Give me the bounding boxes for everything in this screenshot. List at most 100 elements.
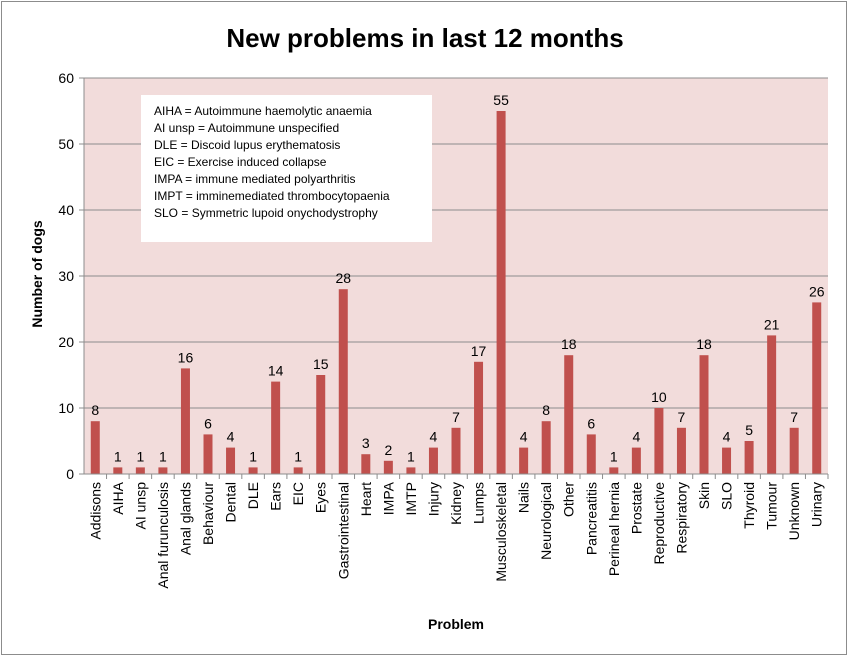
data-label: 18: [696, 336, 712, 352]
bar: [180, 368, 190, 474]
bar: [383, 460, 393, 474]
data-label: 55: [493, 92, 509, 108]
bar: [541, 421, 551, 474]
data-label: 2: [384, 442, 392, 458]
data-label: 1: [249, 448, 257, 464]
x-category-label: Kidney: [448, 482, 464, 525]
bars: [90, 111, 822, 474]
data-label: 1: [294, 448, 302, 464]
bar: [113, 467, 123, 474]
data-label: 16: [178, 349, 194, 365]
x-category-label: Respiratory: [673, 482, 689, 554]
y-tick-label: 40: [58, 202, 74, 218]
data-label: 1: [610, 448, 618, 464]
x-category-label: IMPA: [380, 481, 396, 515]
bar: [496, 111, 506, 474]
abbreviation-key-background: [141, 95, 432, 242]
bar: [767, 335, 777, 474]
bar: [654, 408, 664, 474]
data-label: 1: [407, 448, 415, 464]
bar: [158, 467, 168, 474]
data-label: 4: [723, 429, 731, 445]
abbreviation-key-line: AI unsp = Autoimmune unspecified: [154, 121, 339, 135]
x-category-label: DLE: [245, 482, 261, 509]
bar: [226, 447, 236, 474]
x-category-label: Gastrointestinal: [335, 482, 351, 579]
bar: [474, 361, 484, 474]
bar: [812, 302, 822, 474]
abbreviation-key-line: IMPT = imminemediated thrombocytopaenia: [154, 189, 390, 203]
x-category-label: SLO: [719, 482, 735, 510]
bar: [631, 447, 641, 474]
x-category-label: Nails: [516, 482, 532, 513]
data-label: 4: [632, 429, 640, 445]
x-category-label: Prostate: [628, 482, 644, 534]
x-category-label: Neurological: [538, 482, 554, 560]
data-label: 26: [809, 283, 825, 299]
bar: [744, 441, 754, 474]
bar: [564, 355, 574, 474]
bar: [609, 467, 619, 474]
x-axis-categories: Addisons AIHA AI unsp Anal furunculosis Anal…: [87, 474, 829, 589]
y-axis-title: Number of dogs: [29, 220, 45, 328]
x-category-label: Musculoskeletal: [493, 482, 509, 582]
x-category-label: IMTP: [403, 482, 419, 515]
x-category-label: Reproductive: [651, 482, 667, 565]
data-label: 15: [313, 356, 329, 372]
bar: [338, 289, 348, 474]
bar: [293, 467, 303, 474]
data-label: 21: [764, 316, 780, 332]
x-category-label: Lumps: [471, 482, 487, 524]
bar: [722, 447, 732, 474]
x-category-label: Dental: [223, 482, 239, 522]
abbreviation-key-line: AIHA = Autoimmune haemolytic anaemia: [154, 104, 372, 118]
x-category-label: Other: [561, 482, 577, 517]
y-tick-label: 30: [58, 268, 74, 284]
data-label: 18: [561, 336, 577, 352]
x-category-label: AI unsp: [132, 482, 148, 530]
x-category-label: Anal furunculosis: [155, 482, 171, 589]
data-label: 1: [159, 448, 167, 464]
data-label: 1: [114, 448, 122, 464]
data-label: 4: [430, 429, 438, 445]
bar: [90, 421, 100, 474]
chart-title: New problems in last 12 months: [226, 23, 623, 53]
y-tick-label: 20: [58, 334, 74, 350]
data-label: 17: [471, 343, 487, 359]
data-label: 8: [542, 402, 550, 418]
x-category-label: Thyroid: [741, 482, 757, 529]
bar: [451, 427, 461, 474]
y-tick-label: 10: [58, 400, 74, 416]
x-category-label: Urinary: [809, 482, 825, 527]
abbreviation-key-line: EIC = Exercise induced collapse: [154, 155, 327, 169]
x-category-label: Eyes: [313, 482, 329, 513]
y-tick-label: 0: [66, 466, 74, 482]
x-category-label: Ears: [268, 482, 284, 511]
bar: [676, 427, 686, 474]
data-label: 8: [91, 402, 99, 418]
data-label: 4: [520, 429, 528, 445]
bar: [406, 467, 416, 474]
x-category-label: Tumour: [764, 482, 780, 530]
data-label: 6: [587, 415, 595, 431]
bar: [519, 447, 529, 474]
y-tick-label: 50: [58, 136, 74, 152]
data-label: 10: [651, 389, 667, 405]
data-label: 7: [790, 409, 798, 425]
bar: [316, 375, 326, 474]
x-category-label: Addisons: [87, 482, 103, 540]
bar: [271, 381, 281, 474]
data-label: 1: [136, 448, 144, 464]
data-label: 14: [268, 363, 284, 379]
x-category-label: Pancreatitis: [583, 482, 599, 555]
bar: [203, 434, 213, 474]
x-category-label: AIHA: [110, 481, 126, 514]
y-tick-label: 60: [58, 70, 74, 86]
bar: [361, 454, 371, 474]
data-label: 6: [204, 415, 212, 431]
x-category-label: Injury: [425, 482, 441, 516]
data-label: 3: [362, 435, 370, 451]
data-label: 7: [452, 409, 460, 425]
